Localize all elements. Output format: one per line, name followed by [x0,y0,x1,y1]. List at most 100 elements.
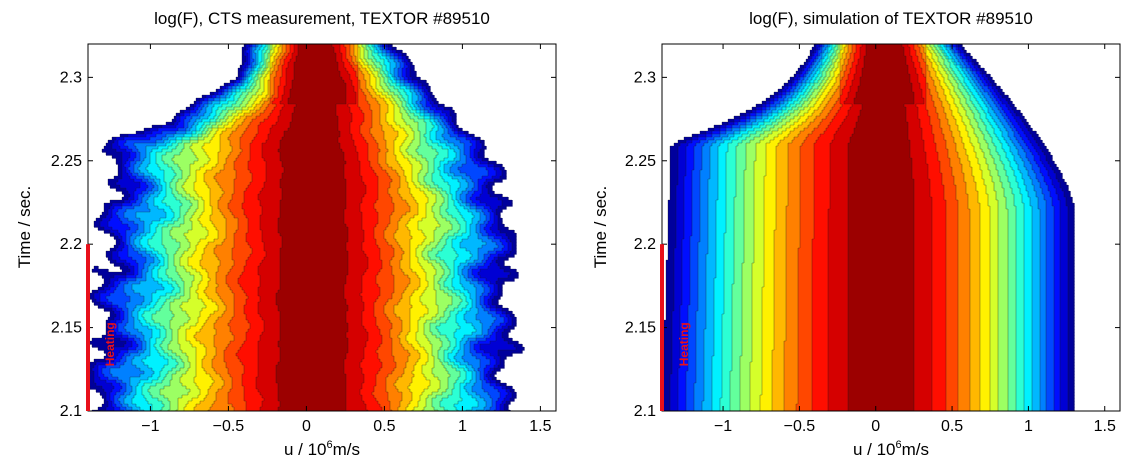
contour-band-cell [160,329,167,333]
contour-band-cell [392,272,405,276]
contour-band-cell [360,62,365,66]
contour-band-cell [480,299,485,303]
contour-band-cell [442,188,451,192]
contour-band-cell [402,395,413,399]
contour-band-cell [950,65,957,69]
contour-band-cell [176,116,181,120]
contour-band-cell [454,173,467,177]
contour-band-cell [192,227,207,231]
contour-band-cell [220,263,235,267]
contour-band-cell [988,83,993,87]
contour-band-cell [992,98,997,102]
contour-band-cell [242,272,259,276]
contour-band-cell [926,50,931,54]
contour-band-cell [506,386,513,390]
contour-band-cell [160,260,165,264]
contour-band-cell [430,137,437,141]
contour-band-cell [198,107,203,111]
contour-band-cell [192,281,201,285]
contour-band-cell [270,68,275,72]
contour-band-cell [216,290,233,294]
contour-band-cell [958,53,961,57]
contour-band-cell [436,131,445,135]
contour-band-cell [350,74,357,78]
contour-band-cell [982,86,989,90]
contour-band-cell [346,320,363,324]
contour-band-cell [250,254,267,258]
contour-band-cell [420,356,429,360]
contour-band-cell [256,59,259,63]
contour-band-cell [164,377,173,381]
contour-band-cell [478,236,489,240]
contour-band-cell [280,323,349,327]
contour-band-cell [270,89,275,93]
contour-band-cell [494,365,499,369]
contour-band-cell [842,77,849,81]
contour-band-cell [190,218,199,222]
contour-band-cell [226,161,235,165]
contour-band-cell [932,65,939,69]
contour-band-cell [428,170,435,174]
contour-band-cell [274,59,277,63]
contour-band-cell [386,152,395,156]
contour-band-cell [796,95,801,99]
contour-band-cell [212,101,221,105]
contour-band-cell [476,137,481,141]
contour-band-cell [378,101,387,105]
contour-band-cell [412,77,421,81]
contour-band-cell [808,98,813,102]
contour-band-cell [212,206,219,210]
contour-band-cell [280,101,289,105]
contour-band-cell [364,230,375,234]
contour-band-cell [466,371,473,375]
contour-band-cell [392,74,395,78]
contour-band-cell [472,305,477,309]
contour-band-cell [832,86,839,90]
contour-band-cell [432,173,441,177]
contour-band-cell [460,395,473,399]
contour-band-cell [478,188,483,192]
contour-band-cell [232,212,245,216]
contour-band-cell [824,83,829,87]
contour-band-cell [394,356,409,360]
contour-band-cell [398,191,411,195]
contour-band-cell [464,218,473,222]
contour-band-cell [394,68,399,72]
contour-band-cell [162,131,177,135]
contour-band-cell [200,260,221,264]
contour-band-cell [400,218,411,222]
contour-band-cell [410,206,419,210]
contour-band-cell [980,68,985,72]
contour-band-cell [400,179,407,183]
contour-band-cell [944,44,947,48]
contour-band-cell [250,122,261,126]
contour-band-cell [186,311,201,315]
contour-band-cell [980,89,985,93]
contour-band-cell [404,140,413,144]
contour-band-cell [418,146,433,150]
contour-band-cell [410,266,423,270]
contour-band-cell [792,80,795,84]
contour-band-cell [216,173,237,177]
contour-band-cell [186,353,197,357]
contour-band-cell [824,77,829,81]
contour-band-cell [476,371,481,375]
contour-band-cell [360,83,367,87]
contour-band-cell [276,293,345,297]
contour-band-cell [274,68,279,72]
x-tick-label: −0.5 [213,418,245,435]
contour-band-cell [256,98,263,102]
contour-band-cell [394,119,405,123]
contour-band-cell [376,350,393,354]
contour-band-cell [840,47,843,51]
contour-band-cell [448,383,455,387]
contour-band-cell [358,59,363,63]
contour-band-cell [386,116,395,120]
contour-band-cell [250,323,265,327]
contour-band-cell [488,329,495,333]
contour-band-cell [418,125,427,129]
contour-band-cell [358,56,361,60]
contour-band-cell [440,380,449,384]
contour-band-cell [94,359,107,363]
contour-band-cell [854,59,859,63]
